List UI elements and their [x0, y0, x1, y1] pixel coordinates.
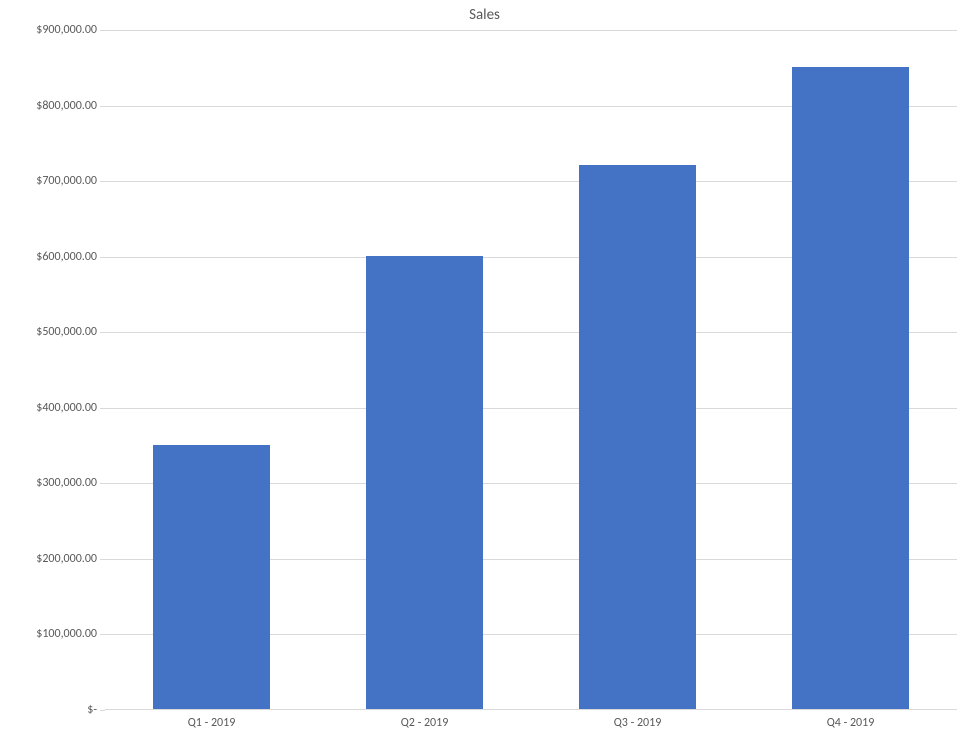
y-axis-tick: [100, 30, 105, 31]
y-axis-tick: [100, 332, 105, 333]
sales-bar-chart: Sales $- $100,000.00 $200,000.00 $300,000.0…: [0, 0, 969, 756]
y-axis-tick: [100, 408, 105, 409]
y-axis-tick: [100, 559, 105, 560]
y-axis-tick: [100, 106, 105, 107]
y-axis-label: $700,000.00: [7, 174, 97, 188]
chart-bar: [153, 445, 270, 709]
y-axis-label: $500,000.00: [7, 325, 97, 339]
y-axis-label: $300,000.00: [7, 476, 97, 490]
chart-bar: [366, 256, 483, 709]
chart-plot-area: [105, 30, 957, 710]
chart-title: Sales: [0, 6, 969, 24]
y-axis-tick: [100, 257, 105, 258]
chart-bar: [579, 165, 696, 709]
y-axis-label: $600,000.00: [7, 250, 97, 264]
x-axis-label: Q4 - 2019: [827, 716, 875, 730]
x-axis-label: Q2 - 2019: [401, 716, 449, 730]
x-axis-label: Q1 - 2019: [188, 716, 236, 730]
y-axis-tick: [100, 483, 105, 484]
y-axis-label: $100,000.00: [7, 627, 97, 641]
y-axis-tick: [100, 634, 105, 635]
y-axis-label: $200,000.00: [7, 552, 97, 566]
y-axis-label: $400,000.00: [7, 401, 97, 415]
chart-bar: [792, 67, 909, 709]
chart-gridline: [105, 30, 957, 31]
y-axis-tick: [100, 181, 105, 182]
y-axis-label: $800,000.00: [7, 99, 97, 113]
y-axis-label: $900,000.00: [7, 23, 97, 37]
x-axis-label: Q3 - 2019: [614, 716, 662, 730]
y-axis-tick: [100, 710, 105, 711]
y-axis-label: $-: [7, 703, 97, 717]
